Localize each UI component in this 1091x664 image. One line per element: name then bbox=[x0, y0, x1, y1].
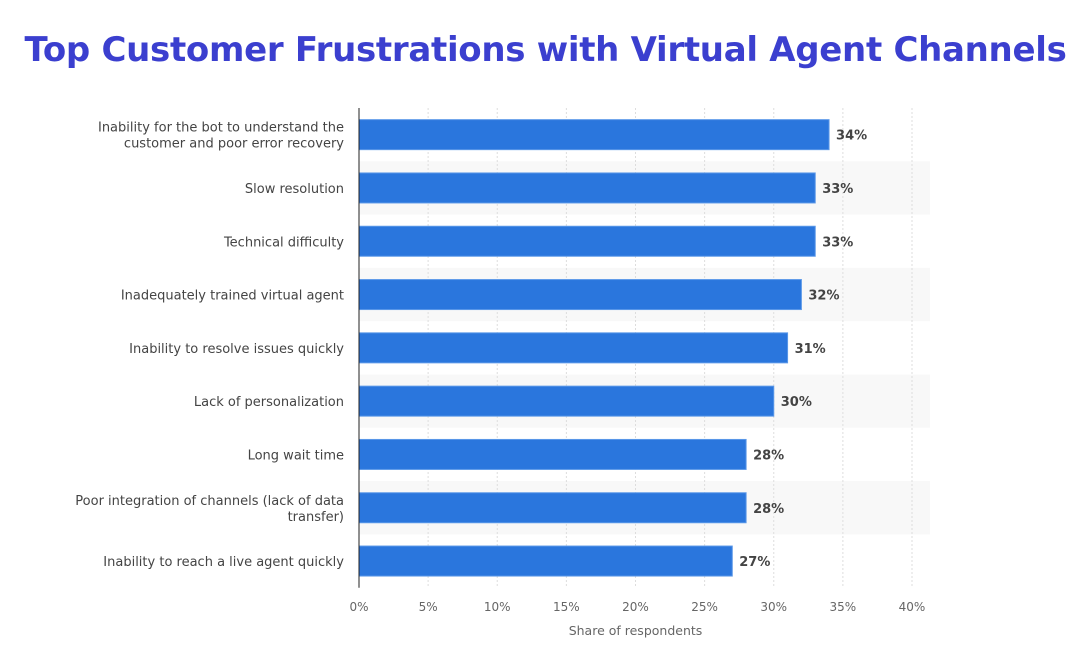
bar bbox=[358, 492, 747, 524]
x-tick-label: 10% bbox=[484, 600, 511, 614]
bar bbox=[358, 385, 775, 417]
category-label: Inability to reach a live agent quickly bbox=[103, 555, 344, 570]
bar bbox=[358, 438, 747, 470]
bar bbox=[358, 545, 733, 577]
category-label: Poor integration of channels (lack of da… bbox=[75, 494, 344, 525]
value-label: 30% bbox=[781, 395, 812, 410]
bar bbox=[358, 172, 816, 204]
value-label: 34% bbox=[836, 129, 867, 144]
x-tick-label: 40% bbox=[899, 600, 926, 614]
x-tick-label: 20% bbox=[622, 600, 649, 614]
x-axis-title: Share of respondents bbox=[569, 623, 703, 638]
category-label: Lack of personalization bbox=[194, 395, 344, 410]
bar bbox=[358, 225, 816, 257]
x-tick-label: 5% bbox=[419, 600, 438, 614]
x-tick-label: 30% bbox=[760, 600, 787, 614]
category-label: Inability for the bot to understand the c… bbox=[98, 121, 344, 152]
bar bbox=[358, 332, 789, 364]
category-label: Technical difficulty bbox=[223, 235, 344, 250]
value-label: 32% bbox=[808, 289, 839, 304]
value-label: 28% bbox=[753, 448, 784, 463]
x-tick-label: 25% bbox=[691, 600, 718, 614]
bar bbox=[358, 279, 802, 311]
chart-title: Top Customer Frustrations with Virtual A… bbox=[24, 30, 1067, 70]
value-label: 27% bbox=[739, 555, 770, 570]
category-label: Inadequately trained virtual agent bbox=[121, 289, 344, 304]
category-label: Slow resolution bbox=[245, 182, 344, 197]
category-label: Inability to resolve issues quickly bbox=[129, 342, 344, 357]
bar bbox=[358, 119, 830, 151]
value-label: 33% bbox=[822, 235, 853, 250]
value-label: 28% bbox=[753, 502, 784, 517]
x-tick-label: 0% bbox=[349, 600, 368, 614]
value-label: 33% bbox=[822, 182, 853, 197]
x-tick-label: 35% bbox=[830, 600, 857, 614]
category-label: Long wait time bbox=[248, 448, 344, 463]
x-tick-label: 15% bbox=[553, 600, 580, 614]
value-label: 31% bbox=[795, 342, 826, 357]
